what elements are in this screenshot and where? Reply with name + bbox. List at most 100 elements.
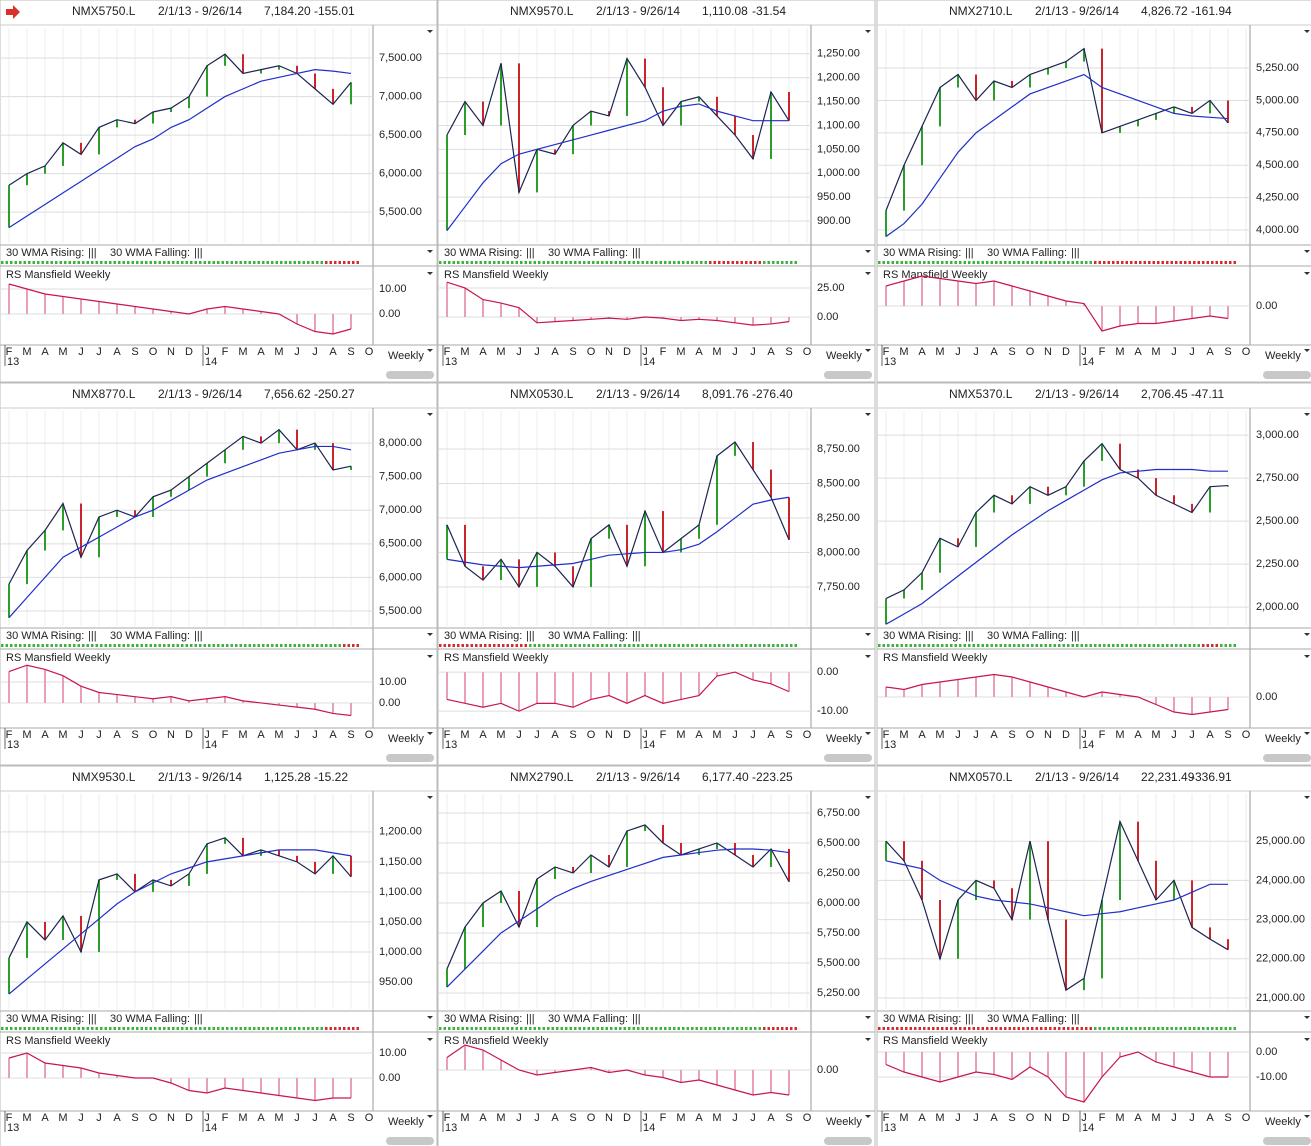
wma-dot <box>713 644 716 647</box>
month-label: J <box>732 1112 738 1124</box>
rs-line <box>446 281 790 326</box>
panel-frame <box>876 765 1311 1146</box>
rs-bar <box>903 689 905 697</box>
wma-dot <box>448 1027 451 1030</box>
wma-dot <box>542 1027 545 1030</box>
wma-dot <box>1233 261 1236 264</box>
wma-dot <box>709 644 712 647</box>
wma-dot <box>1152 261 1155 264</box>
wma-dot <box>995 1027 998 1030</box>
wma-dot <box>709 1027 712 1030</box>
month-label: S <box>1008 1112 1015 1124</box>
wma-falling-glyph: ||| <box>1071 247 1080 259</box>
wma-dot <box>176 1027 179 1030</box>
wma-dot <box>569 1027 572 1030</box>
wma-dot <box>1026 644 1029 647</box>
wma-dot <box>1157 644 1160 647</box>
wma-dot <box>990 261 993 264</box>
wma-dot <box>1112 261 1115 264</box>
rs-bar <box>170 311 172 314</box>
wma-dot <box>596 1027 599 1030</box>
wma-dot <box>239 644 242 647</box>
rs-bar <box>770 1070 772 1093</box>
wma-dot <box>466 261 469 264</box>
month-label: A <box>329 729 337 741</box>
wma-rising-label: 30 WMA Rising: <box>444 630 522 642</box>
rs-bar <box>662 672 664 704</box>
month-label: A <box>1134 346 1142 358</box>
wma-dot <box>704 644 707 647</box>
wma-dot <box>257 644 260 647</box>
wma-dot <box>704 261 707 264</box>
rs-bar <box>716 672 718 676</box>
wma-dot <box>113 644 116 647</box>
month-label: M <box>238 1112 247 1124</box>
wma-dot <box>167 261 170 264</box>
wma-dot <box>325 261 328 264</box>
rs-bar <box>680 672 682 700</box>
wma-dot <box>574 1027 577 1030</box>
wma-dot <box>316 1027 319 1030</box>
year-label: 14 <box>643 1122 655 1134</box>
wma-dot <box>104 644 107 647</box>
wma-dot <box>641 644 644 647</box>
rs-bar <box>590 316 592 320</box>
wma-dot <box>230 644 233 647</box>
wma-dot <box>727 261 730 264</box>
rs-bar <box>590 672 592 700</box>
rs-bar <box>536 316 538 323</box>
wma-dot <box>113 261 116 264</box>
month-label: M <box>1115 729 1124 741</box>
wma-line <box>446 848 790 988</box>
wma-dot <box>23 261 26 264</box>
wma-dot <box>154 261 157 264</box>
wma-dot <box>497 261 500 264</box>
wma-dot <box>448 644 451 647</box>
month-label: J <box>294 1112 300 1124</box>
rs-bar <box>939 278 941 306</box>
wma-dot <box>637 644 640 647</box>
wma-dot <box>235 644 238 647</box>
wma-dot <box>785 644 788 647</box>
rs-bar <box>296 1078 298 1098</box>
menu-caret <box>865 272 871 275</box>
wma-dot <box>311 261 314 264</box>
wma-dot <box>691 261 694 264</box>
month-label: S <box>569 346 576 358</box>
wma-dot <box>1080 1027 1083 1030</box>
price-line <box>885 819 1229 992</box>
wma-dot <box>1094 261 1097 264</box>
wma-dot <box>226 261 229 264</box>
rs-bar <box>1191 697 1193 715</box>
y-tick-label: 2,000.00 <box>1256 601 1299 613</box>
wma-dot <box>785 1027 788 1030</box>
wma-dot <box>109 261 112 264</box>
wma-dot <box>5 261 8 264</box>
rs-bar <box>26 665 28 703</box>
wma-dot <box>307 644 310 647</box>
wma-dot <box>619 261 622 264</box>
wma-dot <box>41 644 44 647</box>
wma-dot <box>722 1027 725 1030</box>
month-label: F <box>1099 346 1106 358</box>
wma-dot <box>578 261 581 264</box>
wma-dot <box>1116 1027 1119 1030</box>
wma-dot <box>1125 1027 1128 1030</box>
rs-bar <box>885 1052 887 1065</box>
wma-dot <box>781 261 784 264</box>
scrollbar <box>1263 754 1311 762</box>
wma-dot <box>740 261 743 264</box>
wma-dot <box>1157 1027 1160 1030</box>
wma-dot <box>37 1027 40 1030</box>
month-label: N <box>605 729 613 741</box>
wma-dot <box>1049 1027 1052 1030</box>
panel-frame <box>437 0 876 383</box>
y-tick-label: 1,050.00 <box>817 143 860 155</box>
wma-dot <box>1121 261 1124 264</box>
wma-dot <box>1017 1027 1020 1030</box>
wma-dot <box>900 1027 903 1030</box>
y-tick-label: 1,100.00 <box>379 886 422 898</box>
rs-bar <box>8 1058 10 1078</box>
rs-bar <box>993 674 995 697</box>
wma-dot <box>113 1027 116 1030</box>
